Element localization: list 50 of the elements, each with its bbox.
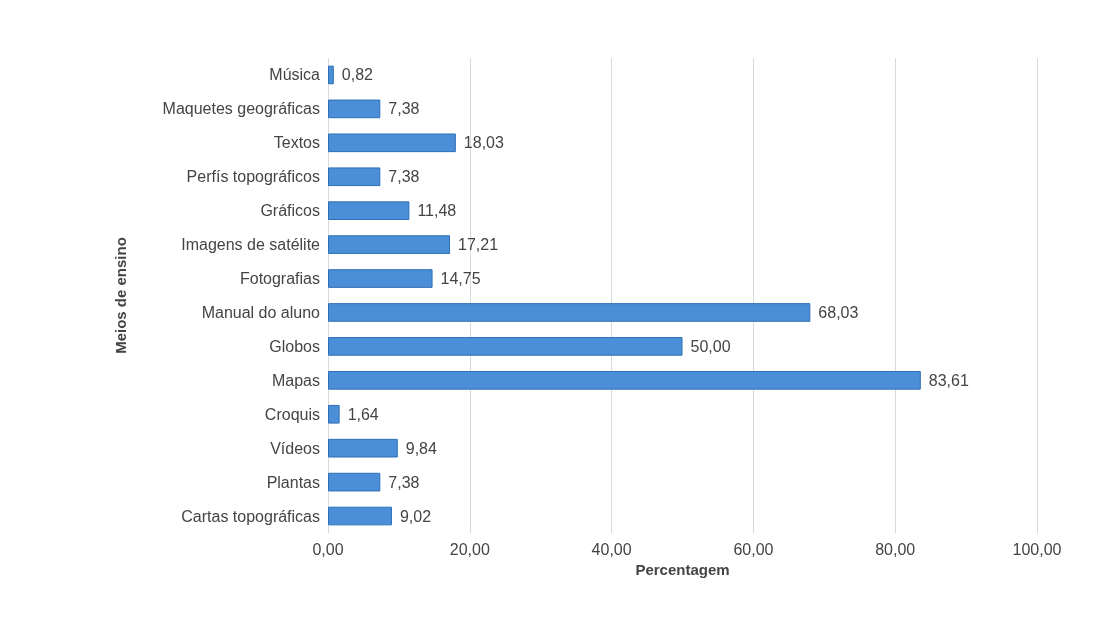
- y-tick-label: Textos: [273, 134, 320, 152]
- x-tick-label: 20,00: [449, 540, 490, 558]
- x-tick-label: 0,00: [312, 540, 344, 558]
- data-label: 14,75: [440, 270, 481, 288]
- data-label: 1,64: [347, 405, 379, 423]
- bar: [328, 201, 410, 221]
- y-tick-label: Fotografias: [239, 270, 320, 288]
- y-tick-label: Croquis: [264, 405, 320, 423]
- bar: [328, 167, 381, 187]
- bar: [328, 472, 381, 492]
- data-label: 83,61: [928, 371, 969, 389]
- data-label: 9,02: [399, 507, 432, 525]
- bar: [328, 269, 433, 288]
- bar: [328, 133, 456, 153]
- x-tick-label: 60,00: [733, 540, 774, 558]
- data-label: 68,03: [818, 303, 859, 321]
- y-tick-label: Imagens de satélite: [181, 236, 321, 254]
- bar: [328, 235, 451, 254]
- y-tick-label: Música: [269, 66, 321, 84]
- bar: [328, 438, 398, 458]
- y-tick-label: Perfís topográficos: [186, 168, 320, 186]
- data-label: 7,38: [388, 168, 420, 186]
- bar: [328, 65, 334, 85]
- bar: [328, 99, 381, 119]
- bar: [328, 370, 921, 390]
- bar: [328, 303, 811, 322]
- y-axis-title: Meios de ensino: [112, 237, 129, 354]
- data-label: 11,48: [417, 202, 457, 220]
- y-tick-label: Cartas topográficas: [181, 507, 320, 525]
- y-tick-label: Vídeos: [270, 439, 320, 457]
- x-tick-label: 100,00: [1012, 540, 1062, 558]
- y-tick-label: Globos: [269, 337, 320, 355]
- data-label: 17,21: [458, 236, 499, 254]
- y-tick-label: Manual do aluno: [201, 303, 321, 321]
- data-label: 18,03: [463, 134, 504, 152]
- data-label: 7,38: [388, 473, 420, 491]
- x-tick-label: 80,00: [875, 540, 916, 558]
- data-label: 0,82: [341, 66, 374, 84]
- data-label: 7,38: [388, 100, 420, 118]
- y-tick-label: Maquetes geográficas: [162, 100, 320, 118]
- data-label: 9,84: [405, 439, 438, 457]
- bar: [328, 337, 683, 356]
- y-tick-label: Plantas: [266, 473, 320, 491]
- x-tick-label: 40,00: [591, 540, 632, 558]
- y-tick-label: Gráficos: [260, 202, 320, 220]
- data-label: 50,00: [690, 337, 731, 355]
- x-axis-title: Percentagem: [635, 560, 730, 578]
- bar: [328, 506, 392, 526]
- bar: [328, 404, 340, 424]
- y-tick-label: Mapas: [271, 371, 320, 389]
